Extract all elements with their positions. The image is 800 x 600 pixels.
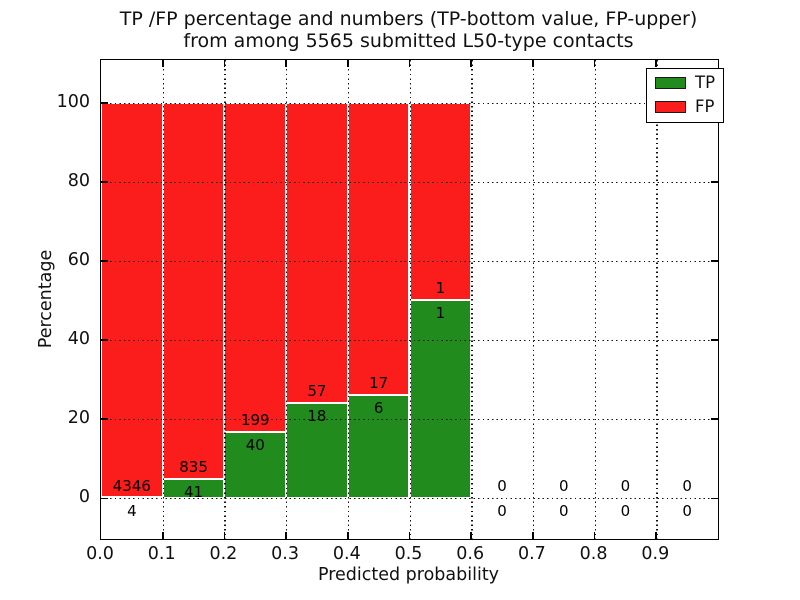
x-tick-mark-bottom	[408, 532, 411, 539]
chart-title: TP /FP percentage and numbers (TP-bottom…	[100, 8, 717, 52]
x-tick-mark-top	[408, 60, 411, 67]
x-tick-label: 0.3	[271, 544, 300, 564]
y-tick-label: 20	[67, 407, 90, 428]
y-tick-label: 40	[67, 328, 90, 349]
gridline-vertical-0.7	[532, 60, 535, 539]
tp-count-label-bin-3: 18	[307, 407, 327, 426]
legend: TP FP	[646, 68, 725, 123]
legend-item-fp: FP	[655, 97, 715, 116]
tp-count-label-bin-0: 4	[127, 501, 137, 520]
x-tick-mark-top	[346, 60, 349, 67]
x-tick-mark-bottom	[285, 532, 287, 539]
fp-count-label-bin-4: 17	[369, 373, 389, 392]
fp-legend-swatch	[655, 101, 686, 113]
fp-bar-segment-bin-5	[409, 102, 471, 301]
y-tick-label: 0	[78, 487, 90, 507]
x-tick-label: 0.4	[332, 544, 361, 564]
tp-count-label-bin-5: 1	[435, 304, 446, 323]
tp-count-label-bin-6: 0	[497, 502, 507, 520]
x-tick-mark-top	[655, 60, 658, 67]
gridline-vertical-0.8	[594, 60, 596, 539]
gridline-vertical-0.4	[347, 60, 350, 539]
tp-count-label-bin-8: 0	[620, 502, 631, 520]
x-tick-label: 0.5	[394, 544, 423, 564]
x-tick-label: 0.1	[147, 544, 176, 564]
fp-bar-segment-bin-2	[224, 102, 286, 432]
y-tick-label: 100	[56, 91, 90, 112]
x-tick-mark-top	[593, 60, 596, 67]
fp-bar-segment-bin-4	[347, 102, 410, 395]
x-tick-mark-bottom	[655, 532, 658, 539]
gridline-vertical-0.3	[286, 60, 288, 539]
gridline-vertical-0.5	[409, 60, 411, 539]
fp-count-label-bin-6: 0	[497, 477, 507, 495]
fp-bar-segment-bin-0	[101, 102, 163, 498]
x-tick-label: 0.6	[456, 544, 485, 564]
fp-bar-segment-bin-3	[286, 102, 348, 403]
tp-legend-label: TP	[695, 73, 716, 92]
fp-count-label-bin-7: 0	[558, 477, 569, 495]
tp-count-label-bin-1: 41	[184, 483, 204, 502]
fp-count-label-bin-9: 0	[682, 477, 692, 495]
x-tick-label: 0.7	[517, 544, 546, 564]
gridline-vertical-0.1	[162, 60, 165, 539]
fp-count-label-bin-2: 199	[240, 410, 270, 429]
tp-count-label-bin-2: 40	[245, 435, 265, 454]
x-axis-label: Predicted probability	[317, 565, 500, 585]
x-tick-label: 0.8	[579, 544, 608, 564]
legend-item-tp: TP	[655, 73, 716, 92]
gridline-vertical-0.2	[224, 60, 226, 539]
x-tick-mark-bottom	[346, 532, 349, 539]
fp-legend-label: FP	[695, 97, 715, 116]
tp-legend-swatch	[655, 77, 686, 89]
chart-title-line2: from among 5565 submitted L50-type conta…	[183, 29, 634, 52]
fp-count-label-bin-5: 1	[435, 279, 446, 298]
fp-count-label-bin-0: 4346	[112, 476, 151, 495]
fp-bar-segment-bin-1	[162, 102, 225, 480]
fp-count-label-bin-3: 57	[307, 382, 327, 401]
x-tick-label: 0.0	[86, 544, 114, 564]
plot-area: 4346 4 835 41 199 40 57 18 17 6 1 1 0 0 0 0 0 0 0 0 TP FP	[100, 59, 725, 540]
x-tick-label: 0.9	[641, 544, 670, 564]
tp-count-label-bin-4: 6	[373, 398, 384, 417]
gridline-vertical-0.6	[471, 60, 473, 539]
gridline-vertical-0.9	[656, 60, 658, 539]
fp-count-label-bin-8: 0	[620, 477, 631, 495]
x-tick-label: 0.2	[209, 544, 238, 564]
x-tick-mark-bottom	[593, 532, 596, 539]
y-tick-label: 60	[67, 249, 90, 270]
tp-count-label-bin-9: 0	[682, 502, 692, 520]
y-tick-label: 80	[67, 170, 90, 191]
x-tick-mark-top	[285, 60, 287, 67]
chart-title-line1: TP /FP percentage and numbers (TP-bottom…	[119, 8, 698, 30]
tp-count-label-bin-7: 0	[558, 502, 569, 520]
tp-bar-segment-bin-5	[409, 300, 471, 498]
fp-count-label-bin-1: 835	[179, 458, 208, 477]
